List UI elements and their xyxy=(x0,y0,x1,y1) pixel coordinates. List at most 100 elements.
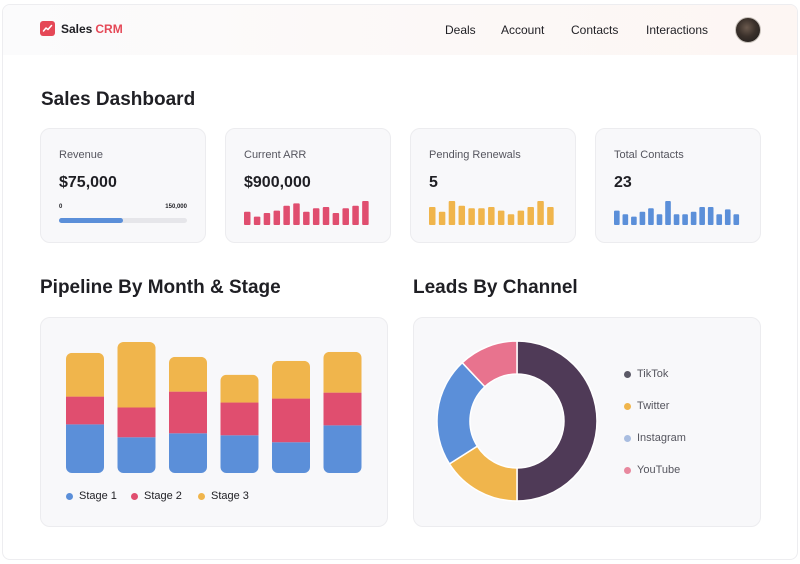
sparkline-bar xyxy=(622,214,629,225)
stacked-bar[interactable] xyxy=(272,360,310,473)
legend-swatch xyxy=(198,492,205,500)
legend-label: Stage 1 xyxy=(79,490,117,502)
leads-title: Leads By Channel xyxy=(413,277,578,298)
bar-segment-stage-1[interactable] xyxy=(66,424,104,473)
stacked-bar[interactable] xyxy=(323,351,362,473)
kpi-label: Current ARR xyxy=(244,149,307,161)
legend-label: Instagram xyxy=(637,432,686,444)
legend-stage-3: Stage 3 xyxy=(198,490,249,502)
stacked-bar[interactable] xyxy=(169,356,207,473)
nav-account[interactable]: Account xyxy=(501,23,545,37)
sparkline-bar xyxy=(352,205,359,225)
kpi-label: Pending Renewals xyxy=(429,149,521,161)
trend-line-icon xyxy=(40,21,55,36)
bar-segment-stage-3[interactable] xyxy=(220,374,259,403)
bar-segment-stage-2[interactable] xyxy=(220,402,259,436)
revenue-progress-bar xyxy=(59,218,187,223)
bar-segment-stage-2[interactable] xyxy=(66,396,104,425)
sparkline-bar xyxy=(673,214,680,225)
sparkline-bar xyxy=(614,210,620,225)
page-title: Sales Dashboard xyxy=(41,89,196,110)
legend-swatch xyxy=(624,370,631,378)
pipeline-stacked-bar-chart xyxy=(66,342,362,473)
sparkline-bar xyxy=(244,211,251,225)
sparkline-bar xyxy=(656,214,663,225)
stacked-bar[interactable] xyxy=(66,352,104,473)
legend-swatch xyxy=(624,466,631,474)
legend-label: Stage 3 xyxy=(211,490,249,502)
sparkline-bar xyxy=(682,214,688,225)
bar-segment-stage-1[interactable] xyxy=(169,433,207,473)
nav-interactions[interactable]: Interactions xyxy=(646,23,709,37)
revenue-progress-fill xyxy=(59,218,123,223)
sparkline-bar xyxy=(707,207,714,225)
legend-stage-1: Stage 1 xyxy=(66,490,117,502)
bar-segment-stage-3[interactable] xyxy=(66,352,104,397)
legend-label: TikTok xyxy=(637,368,669,380)
sparkline-bar xyxy=(527,207,534,225)
sparkline-bar xyxy=(665,201,671,225)
app-name: Sales xyxy=(61,21,93,36)
sparkline-bar xyxy=(458,205,466,225)
kpi-value: 5 xyxy=(429,174,438,191)
sparkline-bar xyxy=(263,213,271,225)
bar-segment-stage-3[interactable] xyxy=(117,342,156,408)
dashboard-window: Sales CRM Deals Account Contacts Interac… xyxy=(2,4,798,560)
kpi-card-current-arr[interactable]: Current ARR $900,000 xyxy=(225,128,391,243)
legend-youtube: YouTube xyxy=(624,464,680,476)
bar-segment-stage-2[interactable] xyxy=(117,407,156,438)
bar-segment-stage-1[interactable] xyxy=(272,442,310,473)
sparkline-bar xyxy=(312,208,320,225)
sparkline-bar xyxy=(690,211,697,225)
kpi-card-total-contacts[interactable]: Total Contacts 23 xyxy=(595,128,761,243)
bar-segment-stage-2[interactable] xyxy=(272,398,310,443)
sparkline-bar xyxy=(478,208,485,225)
stacked-bar[interactable] xyxy=(220,374,259,473)
leads-chart-card: TikTok Twitter Instagram YouTube xyxy=(413,317,761,527)
nav-contacts[interactable]: Contacts xyxy=(571,23,619,37)
sparkline-bar xyxy=(332,213,340,225)
sparkline-bar xyxy=(497,210,505,225)
legend-twitter: Twitter xyxy=(624,400,669,412)
bar-segment-stage-2[interactable] xyxy=(169,391,207,434)
legend-label: YouTube xyxy=(637,464,681,476)
contacts-sparkline xyxy=(614,201,740,225)
legend-swatch xyxy=(624,434,631,442)
nav-deals[interactable]: Deals xyxy=(445,23,476,37)
user-avatar-icon[interactable] xyxy=(735,17,761,43)
legend-label: Twitter xyxy=(637,400,670,412)
progress-max-label: 150,000 xyxy=(165,204,187,210)
bar-segment-stage-3[interactable] xyxy=(272,360,310,399)
sparkline-bar xyxy=(631,216,637,225)
sparkline-bar xyxy=(724,209,731,225)
bar-segment-stage-3[interactable] xyxy=(323,351,362,393)
sparkline-bar xyxy=(438,211,446,225)
kpi-value: $900,000 xyxy=(244,174,311,191)
bar-segment-stage-1[interactable] xyxy=(117,437,156,473)
app-logo[interactable]: Sales CRM xyxy=(40,21,123,36)
bar-segment-stage-2[interactable] xyxy=(323,392,362,426)
kpi-card-pending-renewals[interactable]: Pending Renewals 5 xyxy=(410,128,576,243)
top-navigation-bar: Sales CRM Deals Account Contacts Interac… xyxy=(3,5,797,55)
kpi-value: 23 xyxy=(614,174,632,191)
sparkline-bar xyxy=(362,201,369,225)
sparkline-bar xyxy=(448,201,456,225)
bar-segment-stage-1[interactable] xyxy=(220,435,259,473)
sparkline-bar xyxy=(273,210,281,225)
donut-slice-tiktok[interactable] xyxy=(516,340,598,502)
sparkline-bar xyxy=(429,207,436,225)
sparkline-bar xyxy=(468,208,475,225)
pipeline-chart-card: Stage 1 Stage 2 Stage 3 xyxy=(40,317,388,527)
sparkline-bar xyxy=(639,211,646,225)
kpi-card-revenue[interactable]: Revenue $75,000 0 150,000 xyxy=(40,128,206,243)
stacked-bar[interactable] xyxy=(117,342,156,473)
donut-slice-youtube[interactable] xyxy=(461,340,518,388)
bar-segment-stage-1[interactable] xyxy=(323,425,362,473)
sparkline-bar xyxy=(283,205,290,225)
kpi-label: Total Contacts xyxy=(614,149,684,161)
bar-segment-stage-3[interactable] xyxy=(169,356,207,392)
legend-swatch xyxy=(131,492,138,500)
legend-swatch xyxy=(66,492,73,500)
sparkline-bar xyxy=(303,211,310,225)
sparkline-bar xyxy=(488,207,495,225)
